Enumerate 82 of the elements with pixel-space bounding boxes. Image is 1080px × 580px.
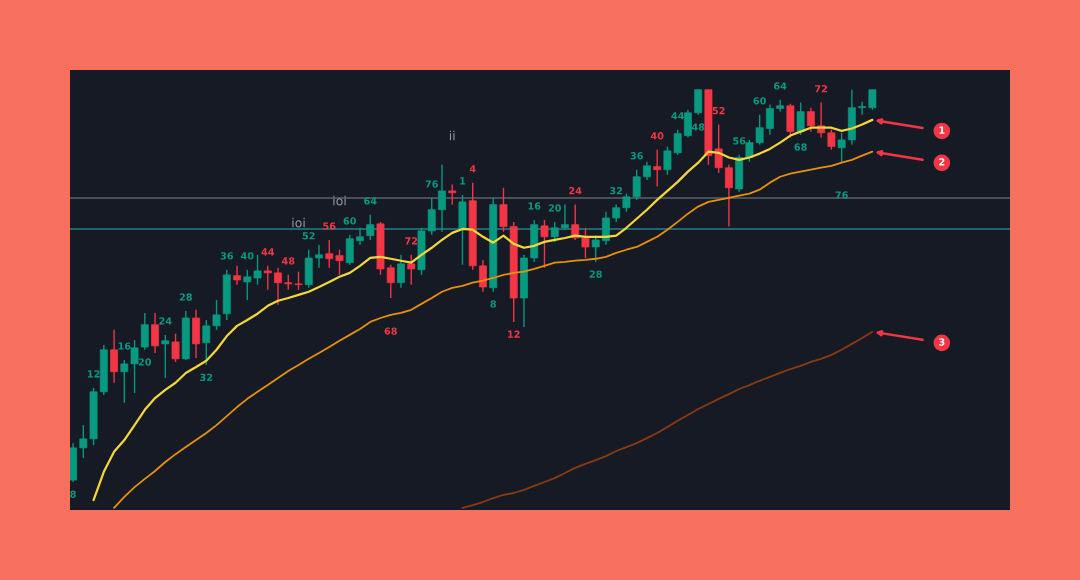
text: 12: [87, 370, 100, 378]
candlestick: [386, 263, 395, 299]
text: 3: [939, 338, 945, 346]
candlestick: [366, 214, 375, 241]
text: 28: [589, 270, 602, 278]
candlestick: [345, 234, 354, 266]
candlestick: [561, 203, 569, 231]
text: 36: [630, 152, 643, 160]
text: 44: [261, 248, 275, 256]
candlestick: [694, 88, 703, 116]
text: 24: [569, 187, 582, 195]
text: 44: [671, 112, 684, 120]
text: 56: [323, 222, 336, 230]
text: 24: [159, 317, 172, 325]
text: 60: [343, 217, 357, 225]
candlestick: [479, 259, 487, 293]
text: 32: [200, 373, 213, 381]
text: 20: [138, 358, 152, 366]
text: 36: [220, 252, 234, 260]
candlestick: [796, 101, 805, 136]
text: 52: [302, 232, 315, 240]
text: 16: [118, 342, 131, 350]
candlestick: [110, 329, 118, 384]
candlestick: [653, 148, 662, 188]
candlestick: [571, 203, 580, 241]
text: 76: [835, 191, 848, 199]
candlestick: [438, 163, 446, 233]
candlestick: [407, 254, 416, 286]
text: 64: [773, 82, 787, 90]
text: 20: [548, 204, 562, 212]
candlestick: [335, 249, 344, 276]
candlestick: [776, 99, 785, 113]
text: 40: [240, 252, 254, 260]
text: 40: [650, 132, 664, 140]
text: 12: [508, 330, 520, 338]
candlestick: [161, 334, 170, 379]
text: 16: [528, 202, 541, 210]
candlestick: [151, 312, 159, 354]
text: 28: [179, 293, 192, 301]
candlestick: [827, 128, 836, 151]
candlestick: [263, 265, 272, 291]
text: 52: [712, 106, 725, 115]
candlestick: [581, 227, 590, 259]
candlestick: [724, 163, 733, 228]
text: 8: [490, 300, 496, 308]
text: 1: [939, 126, 945, 134]
text: 68: [384, 327, 397, 335]
candlestick: [683, 108, 692, 139]
candlestick: [602, 210, 610, 246]
candlestick: [448, 183, 457, 206]
candlestick: [356, 227, 364, 246]
text: ioi: [333, 195, 346, 206]
text: 76: [425, 180, 438, 188]
candlestick: [550, 221, 559, 243]
text: ioi: [292, 217, 305, 228]
text: 32: [610, 187, 623, 195]
candlestick: [325, 239, 334, 269]
text: 72: [815, 85, 828, 93]
text: 8: [70, 490, 76, 498]
text: 56: [733, 137, 746, 145]
text: 4: [469, 165, 476, 173]
candlestick: [315, 243, 323, 269]
candlestick: [171, 333, 180, 363]
candlestick: [837, 132, 846, 163]
text: 72: [405, 237, 418, 245]
text: 64: [364, 197, 377, 205]
candlestick: [140, 312, 149, 351]
candlestick: [540, 219, 549, 269]
text: 2: [939, 158, 945, 166]
candlestick: [643, 161, 651, 181]
candlestick: [397, 254, 405, 289]
candlestick: [765, 103, 774, 136]
text: 68: [794, 143, 807, 151]
annotation: 1: [460, 177, 466, 185]
text: 60: [753, 97, 766, 105]
candlestick: [858, 101, 867, 116]
text: 48: [281, 257, 295, 265]
text: ii: [449, 130, 455, 141]
candlestick: [868, 88, 877, 111]
candlestick: [806, 107, 815, 133]
candlestick: [274, 267, 282, 306]
candlestick: [233, 265, 241, 286]
